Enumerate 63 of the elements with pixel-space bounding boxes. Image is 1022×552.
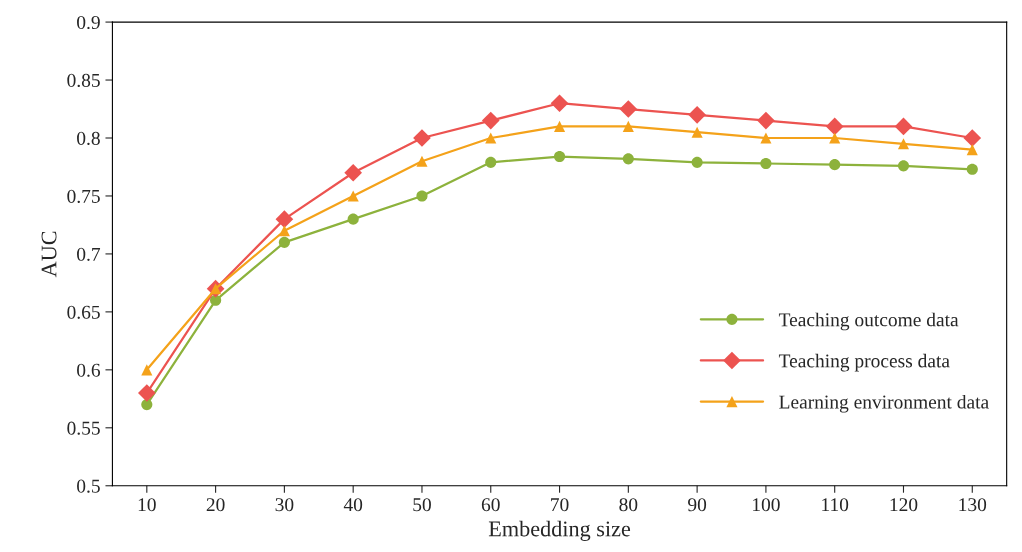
- point: [275, 210, 294, 228]
- y-tick-label: 0.7: [77, 247, 101, 261]
- point: [966, 163, 978, 175]
- x-tick-label: 30: [275, 498, 294, 512]
- point: [137, 384, 156, 402]
- point: [485, 156, 497, 168]
- point: [141, 399, 153, 411]
- point: [894, 117, 913, 136]
- x-tick-label: 130: [959, 498, 987, 512]
- point: [347, 190, 359, 202]
- point: [691, 126, 703, 138]
- point: [622, 120, 634, 132]
- point: [691, 156, 703, 168]
- point: [688, 105, 706, 124]
- point: [481, 111, 500, 130]
- x-tick-label: 120: [890, 498, 918, 512]
- point: [553, 120, 566, 132]
- point: [485, 132, 497, 144]
- point: [413, 129, 431, 147]
- point: [897, 138, 910, 150]
- y-tick-label: 0.8: [77, 131, 100, 146]
- point: [829, 132, 841, 144]
- point: [550, 94, 569, 113]
- x-tick-label: 80: [619, 498, 638, 512]
- point: [278, 225, 290, 237]
- point: [553, 150, 566, 163]
- y-tick-label: 0.6: [77, 363, 101, 377]
- point: [416, 155, 428, 167]
- x-tick-label: 110: [822, 498, 849, 512]
- x-axis-title: Embedding size: [488, 520, 631, 541]
- legend-label: Teaching outcome data: [778, 312, 959, 331]
- point: [760, 157, 772, 170]
- point: [619, 100, 638, 118]
- x-tick-label: 100: [753, 498, 780, 512]
- point: [622, 153, 634, 165]
- x-tick-label: 40: [343, 498, 363, 512]
- point: [966, 144, 978, 156]
- point: [344, 163, 363, 182]
- point: [897, 160, 910, 172]
- point: [416, 190, 428, 202]
- x-tick-label: 50: [413, 498, 431, 512]
- y-tick-label: 0.5: [77, 479, 100, 493]
- point: [825, 117, 844, 136]
- point: [347, 213, 359, 225]
- x-tick-label: 20: [206, 498, 225, 512]
- y-axis-title: AUC: [41, 231, 57, 278]
- legend-label: Teaching process data: [778, 353, 950, 372]
- y-tick-label: 0.65: [67, 305, 100, 319]
- x-tick-label: 90: [688, 498, 707, 512]
- y-tick-label: 0.85: [67, 73, 100, 88]
- point: [829, 159, 841, 171]
- point: [210, 294, 222, 306]
- x-tick-label: 10: [138, 498, 156, 512]
- x-tick-label: 70: [551, 498, 569, 512]
- point: [760, 132, 772, 144]
- y-tick-label: 0.55: [67, 421, 100, 435]
- legend-label: Learning environment data: [779, 394, 989, 413]
- point: [278, 236, 290, 248]
- x-tick-label: 60: [481, 498, 500, 512]
- point: [963, 129, 982, 147]
- point: [757, 111, 775, 130]
- y-tick-label: 0.75: [67, 189, 100, 203]
- y-tick-label: 0.9: [77, 15, 100, 30]
